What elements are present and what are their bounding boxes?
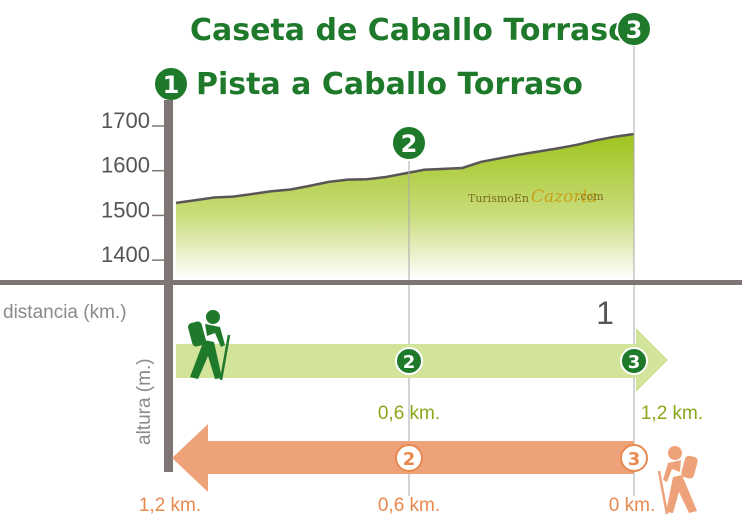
brand-part-2: Cazorla: [531, 187, 597, 207]
elevation-area: [176, 134, 634, 280]
y-tick-label-1400: 1400: [101, 242, 150, 267]
brand-part-1: TurismoEn: [468, 192, 529, 205]
y-axis-bar: [164, 100, 173, 472]
origin-badge: 1: [153, 66, 189, 102]
return-marker-2-number: 2: [403, 449, 416, 470]
waypoint-2-chart-badge: 2: [391, 125, 427, 161]
destination-title: Caseta de Caballo Torraso: [190, 13, 629, 48]
distance-axis-label: distancia (km.): [3, 302, 127, 323]
distance-tick-label: 1: [596, 295, 614, 331]
waypoint-2-chart-badge-number: 2: [401, 130, 418, 158]
origin-badge-number: 1: [163, 71, 180, 99]
forward-km-label-2: 1,2 km.: [641, 403, 703, 424]
hiker-orange-icon: [657, 446, 698, 515]
elevation-chart: 1400 1500 1600 1700: [101, 108, 635, 280]
origin-title: Pista a Caballo Torraso: [196, 67, 583, 102]
brand-part-3: .com: [577, 190, 604, 203]
return-km-label-1: 1,2 km.: [139, 495, 201, 516]
destination-badge: 3: [616, 11, 652, 47]
return-km-label-3: 0 km.: [609, 495, 655, 516]
x-axis-bar: [0, 280, 742, 285]
y-tick-label-1500: 1500: [101, 197, 150, 222]
return-marker-2: 2: [395, 444, 423, 472]
return-marker-3: 3: [620, 444, 648, 472]
forward-km-label-1: 0,6 km.: [378, 403, 440, 424]
forward-marker-2: 2: [395, 347, 423, 375]
forward-marker-2-number: 2: [403, 352, 416, 373]
brand-watermark: TurismoEn Cazorla .com: [468, 187, 604, 207]
forward-marker-3: 3: [620, 347, 648, 375]
altitude-axis-label: altura (m.): [134, 358, 155, 445]
y-tick-label-1700: 1700: [101, 108, 150, 133]
return-marker-3-number: 3: [628, 449, 641, 470]
forward-marker-3-number: 3: [628, 352, 641, 373]
elevation-line: [175, 132, 635, 205]
y-tick-label-1600: 1600: [101, 153, 150, 178]
destination-badge-number: 3: [626, 16, 643, 44]
return-km-label-2: 0,6 km.: [378, 495, 440, 516]
hiker-green-icon: [188, 310, 231, 381]
